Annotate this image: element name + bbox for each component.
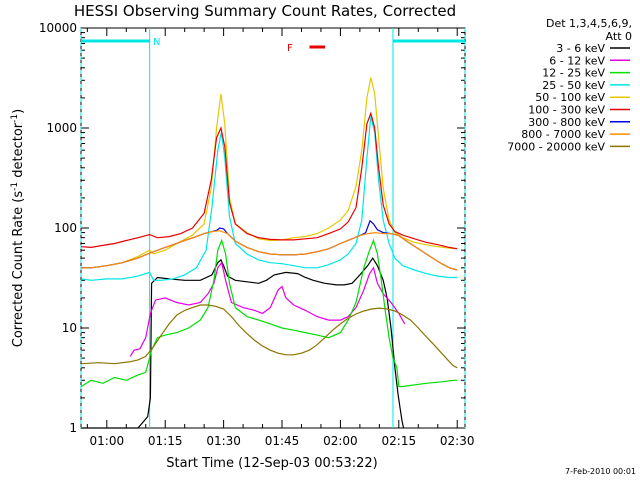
x-tick-label: 02:15 (382, 434, 417, 448)
legend-entry-label: 300 - 800 keV (528, 116, 605, 129)
flare-label: F (287, 43, 293, 54)
annotation-layer: N F (80, 28, 466, 428)
night-label: N (153, 37, 160, 48)
legend-header-line-2: Att 0 (606, 30, 632, 43)
y-tick-label: 10000 (39, 21, 77, 35)
series-line-7 (81, 230, 458, 271)
legend-entry-label: 7000 - 20000 keV (507, 140, 605, 153)
plot-frame (80, 27, 466, 429)
x-tick-label: 01:15 (148, 434, 183, 448)
series-line-0 (81, 256, 405, 429)
y-tick-label: 1 (69, 421, 77, 435)
series-layer (80, 77, 458, 429)
y-axis-label: Corrected Count Rate (s-1 detector-1) (10, 109, 26, 347)
series-line-5 (81, 111, 458, 250)
legend-entry-label: 100 - 300 keV (528, 104, 605, 117)
legend-entry-label: 800 - 7000 keV (521, 128, 605, 141)
series-line-1 (129, 261, 406, 357)
x-tick-label: 01:00 (90, 434, 125, 448)
y-tick-label: 1000 (46, 121, 77, 135)
series-line-4 (81, 77, 458, 269)
x-tick-label: 01:30 (206, 434, 241, 448)
series-line-8 (81, 304, 458, 369)
legend-entry-label: 25 - 50 keV (542, 79, 605, 92)
x-tick-label: 02:00 (323, 434, 358, 448)
series-line-3 (81, 116, 458, 281)
y-tick-label: 10 (62, 321, 77, 335)
y-tick-label: 100 (54, 221, 77, 235)
series-line-2 (80, 238, 458, 388)
legend-header-line-1: Det 1,3,4,5,6,9, (546, 17, 632, 30)
legend-entry-label: 12 - 25 keV (542, 67, 605, 80)
x-tick-label: 01:45 (265, 434, 300, 448)
chart-title: HESSI Observing Summary Count Rates, Cor… (74, 2, 456, 20)
legend-entry-label: 3 - 6 keV (556, 42, 605, 55)
y-axis-ticks: 1 10 100 1000 10000 (39, 21, 465, 435)
x-tick-label: 02:30 (440, 434, 475, 448)
legend-entry-label: 50 - 100 keV (535, 91, 605, 104)
x-axis-label: Start Time (12-Sep-03 00:53:22) (166, 456, 377, 471)
x-axis-ticks: 01:00 01:15 01:30 01:45 02:00 02:15 02:30 (86, 28, 475, 448)
legend-entry-label: 6 - 12 keV (549, 54, 605, 67)
footer-timestamp: 7-Feb-2010 00:01 (565, 467, 636, 476)
